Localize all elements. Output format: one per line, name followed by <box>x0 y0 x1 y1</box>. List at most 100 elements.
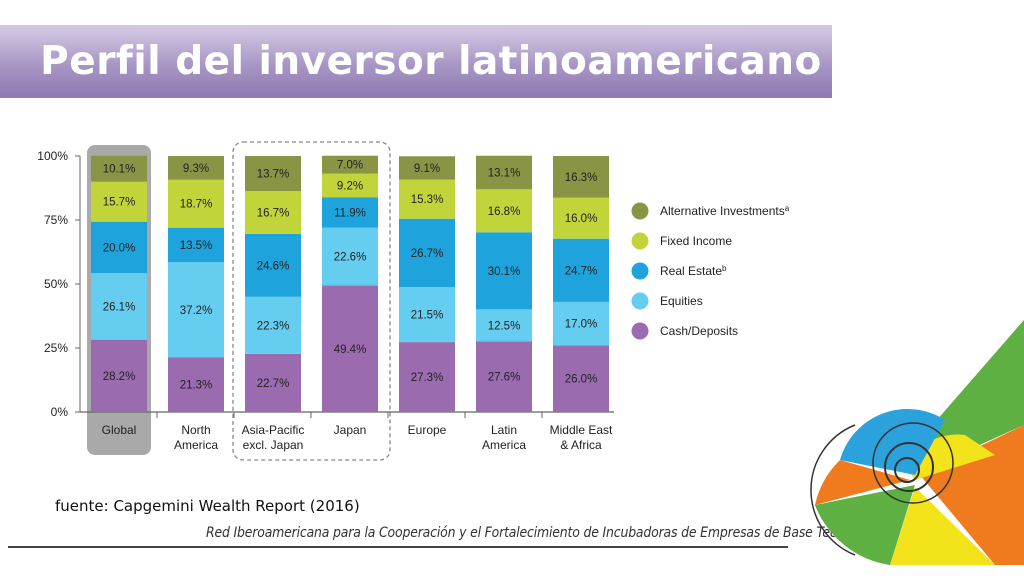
legend-swatch <box>631 292 649 310</box>
bar-segment <box>91 155 147 182</box>
data-label: 9.1% <box>414 163 440 175</box>
bar-segment <box>553 197 609 239</box>
data-label: 11.9% <box>334 207 366 219</box>
footer-divider <box>8 546 788 548</box>
category-label: America <box>174 438 218 452</box>
group-box-asia-japan <box>232 141 391 461</box>
bar-segment <box>91 181 147 222</box>
data-label: 9.3% <box>183 163 209 175</box>
y-tick-label: 100% <box>37 149 68 163</box>
bar-segment <box>399 218 455 288</box>
data-label: 16.7% <box>257 207 290 219</box>
legend-label: Equities <box>660 294 703 308</box>
category-label: America <box>482 438 526 452</box>
legend-superscript: a <box>785 204 790 213</box>
bar-segment <box>476 189 532 233</box>
legend-swatch <box>631 202 649 220</box>
data-label: 24.6% <box>257 260 290 272</box>
bar-segment <box>553 156 609 198</box>
bar-segment <box>168 262 224 358</box>
bar-segment <box>476 232 532 310</box>
data-label: 21.5% <box>411 310 444 322</box>
bar-segment <box>553 345 609 412</box>
bar-segment <box>553 301 609 346</box>
title-banner: Perfil del inversor latinoamericano <box>0 25 832 98</box>
bar-segment <box>476 155 532 190</box>
data-label: 21.3% <box>180 380 213 392</box>
data-label: 15.3% <box>411 194 444 206</box>
bar-segment <box>476 309 532 342</box>
bar-segment <box>91 272 147 340</box>
footer-organization: Red Iberoamericana para la Cooperación y… <box>206 525 888 541</box>
legend-label: Cash/Deposits <box>660 324 738 338</box>
bar-segment <box>168 227 224 263</box>
bar-segment <box>168 357 224 412</box>
category-label: Asia-Pacific <box>242 423 305 437</box>
data-label: 30.1% <box>488 266 521 278</box>
bar-segment <box>245 156 301 192</box>
legend-swatch <box>631 262 649 280</box>
category-label: Japan <box>334 423 367 437</box>
y-tick-label: 25% <box>44 341 68 355</box>
category-label: excl. Japan <box>243 438 304 452</box>
data-label: 7.0% <box>337 160 363 172</box>
stacked-bar-chart: 0% 25% 50% 75% 100% 28.2% 26.1% 20.0% 15.7% 10.1%… <box>37 141 790 461</box>
slide-title: Perfil del inversor latinoamericano <box>40 39 822 84</box>
category-label: Middle East <box>550 423 613 437</box>
bar-segment <box>91 221 147 273</box>
bar-segment <box>245 296 301 354</box>
data-label: 16.3% <box>565 172 598 184</box>
bar-segment <box>322 285 378 412</box>
legend-label: Real Estateb <box>660 264 727 279</box>
bar-segment <box>322 197 378 228</box>
data-label: 20.0% <box>103 242 136 254</box>
data-label: 13.1% <box>488 168 521 180</box>
bar-segment <box>553 238 609 302</box>
y-tick-label: 75% <box>44 213 68 227</box>
category-label: Global <box>102 423 137 437</box>
bar-segment <box>322 155 378 174</box>
bar-segment <box>168 179 224 228</box>
data-label: 12.5% <box>488 320 521 332</box>
data-label: 15.7% <box>103 197 136 209</box>
data-label: 16.8% <box>488 206 521 218</box>
data-label: 26.0% <box>565 374 598 386</box>
data-label: 13.7% <box>257 169 290 181</box>
legend-label: Alternative Investmentsa <box>660 204 790 219</box>
source-note: fuente: Capgemini Wealth Report (2016) <box>55 497 360 515</box>
bar-segment <box>399 179 455 219</box>
data-label: 27.3% <box>411 372 444 384</box>
bar-segment <box>245 191 301 234</box>
spiral-logo-icon <box>810 320 1024 565</box>
data-label: 37.2% <box>180 305 213 317</box>
data-label: 49.4% <box>334 344 367 356</box>
bar-segment <box>91 339 147 412</box>
data-label: 18.7% <box>180 199 213 211</box>
category-label: Latin <box>491 423 517 437</box>
bar-segment <box>245 233 301 297</box>
category-label: & Africa <box>560 438 602 452</box>
bar-segment <box>322 227 378 286</box>
legend-swatch <box>631 322 649 340</box>
legend-swatch <box>631 232 649 250</box>
bar-segment <box>322 173 378 198</box>
data-label: 17.0% <box>565 319 598 331</box>
y-tick-label: 50% <box>44 277 68 291</box>
data-label: 26.1% <box>103 301 136 313</box>
data-label: 28.2% <box>103 371 136 383</box>
data-label: 10.1% <box>103 164 136 176</box>
data-label: 22.3% <box>257 320 290 332</box>
category-label: North <box>181 423 210 437</box>
bar-segment <box>476 341 532 412</box>
bar-segment <box>245 353 301 412</box>
data-label: 22.6% <box>334 252 367 264</box>
bar-segment <box>399 342 455 412</box>
data-label: 22.7% <box>257 378 290 390</box>
data-label: 27.6% <box>488 372 521 384</box>
data-label: 13.5% <box>180 240 213 252</box>
legend-label: Fixed Income <box>660 234 732 248</box>
data-label: 16.0% <box>565 213 598 225</box>
y-tick-label: 0% <box>51 405 69 419</box>
data-label: 9.2% <box>337 180 363 192</box>
bar-segment <box>168 156 224 180</box>
